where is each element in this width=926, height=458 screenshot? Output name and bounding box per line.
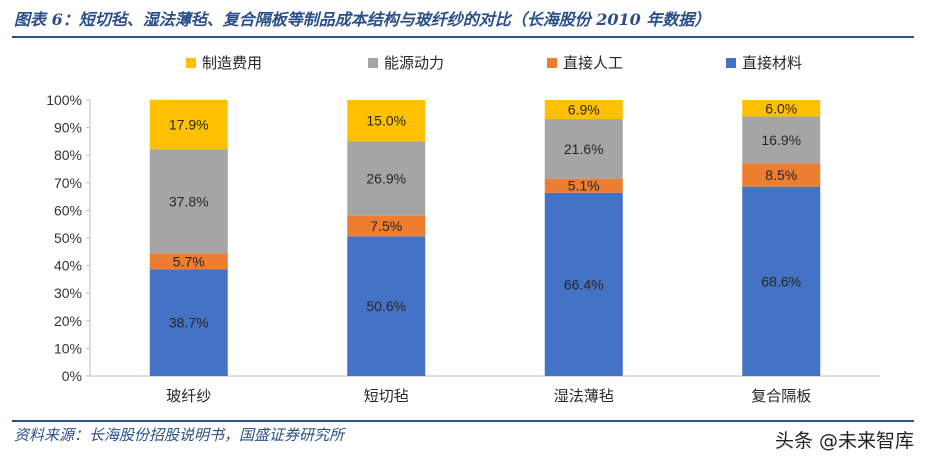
data-label: 5.7% — [173, 253, 205, 269]
category-label: 短切毡 — [364, 387, 409, 405]
legend-label: 制造费用 — [202, 54, 262, 72]
bar-segment — [742, 163, 821, 187]
legend-swatch — [726, 58, 736, 68]
legend-label: 直接材料 — [742, 54, 802, 72]
title-divider — [12, 36, 914, 38]
source-divider — [12, 420, 914, 422]
data-label: 38.7% — [169, 315, 209, 331]
data-label: 68.6% — [761, 273, 801, 289]
category-label: 湿法薄毡 — [554, 387, 614, 405]
bar-segment — [742, 116, 821, 164]
legend-swatch — [186, 58, 196, 68]
y-tick-label: 10% — [54, 340, 82, 356]
bar-segment — [544, 178, 623, 193]
y-tick-label: 100% — [46, 92, 82, 108]
bar-segment — [347, 236, 426, 376]
data-label: 15.0% — [366, 113, 406, 129]
y-tick-label: 90% — [54, 120, 82, 136]
figure-title: 图表 6：短切毡、湿法薄毡、复合隔板等制品成本结构与玻纤纱的对比（长海股份 20… — [14, 10, 711, 29]
legend-swatch — [368, 58, 378, 68]
legend-label: 直接人工 — [563, 54, 623, 72]
data-label: 7.5% — [370, 218, 402, 234]
category-label: 玻纤纱 — [166, 387, 211, 405]
data-label: 37.8% — [169, 193, 209, 209]
bar-segment — [347, 141, 426, 216]
data-label: 50.6% — [366, 298, 406, 314]
data-label: 6.9% — [568, 102, 600, 118]
data-label: 6.0% — [765, 100, 797, 116]
y-tick-label: 0% — [62, 368, 82, 384]
bar-segment — [544, 192, 623, 376]
bar-segment — [149, 269, 228, 376]
bar-segment — [544, 100, 623, 120]
y-tick-label: 20% — [54, 313, 82, 329]
y-tick-label: 50% — [54, 230, 82, 246]
bar-segment — [149, 99, 228, 150]
y-tick-label: 60% — [54, 202, 82, 218]
category-label: 复合隔板 — [751, 387, 811, 405]
data-label: 16.9% — [761, 132, 801, 148]
bar-segment — [742, 100, 821, 117]
data-label: 5.1% — [568, 178, 600, 194]
legend-swatch — [547, 58, 557, 68]
bar-segment — [347, 100, 426, 142]
y-tick-label: 70% — [54, 175, 82, 191]
y-tick-label: 40% — [54, 258, 82, 274]
data-label: 66.4% — [564, 276, 604, 292]
y-tick-label: 30% — [54, 285, 82, 301]
watermark: 头条 @未来智库 — [774, 430, 914, 452]
bar-segment — [149, 149, 228, 254]
data-label: 26.9% — [366, 171, 406, 187]
data-label: 21.6% — [564, 141, 604, 157]
y-tick-label: 80% — [54, 147, 82, 163]
data-label: 8.5% — [765, 167, 797, 183]
bar-segment — [544, 119, 623, 179]
data-label: 17.9% — [169, 116, 209, 132]
bar-segment — [149, 253, 228, 270]
legend-label: 能源动力 — [384, 54, 444, 72]
bar-segment — [742, 186, 821, 376]
bar-segment — [347, 215, 426, 237]
source-note: 资料来源：长海股份招股说明书，国盛证券研究所 — [14, 426, 345, 444]
